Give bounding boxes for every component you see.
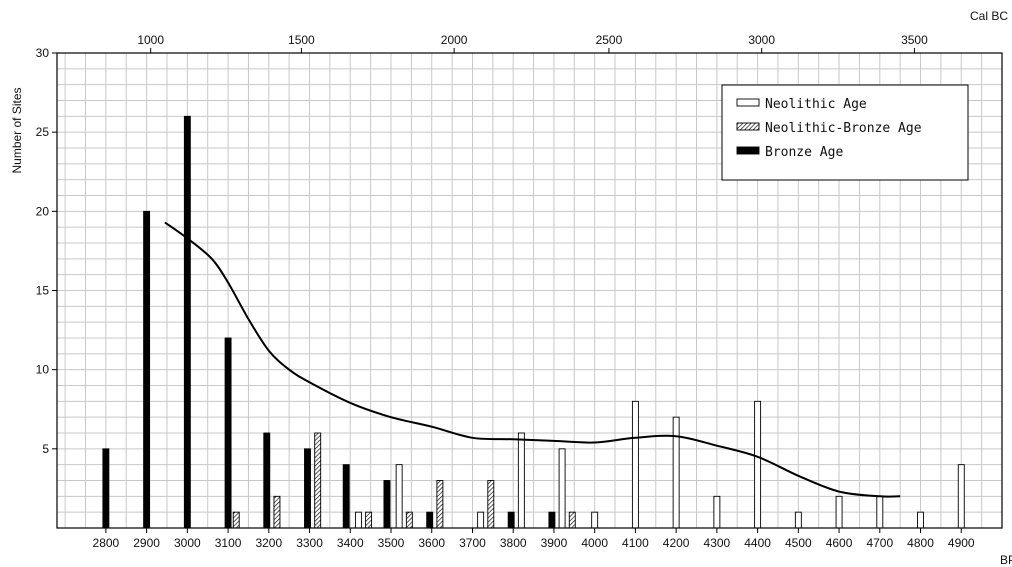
bar bbox=[224, 337, 232, 529]
bp-tick-label: 4200 bbox=[663, 536, 690, 550]
bar bbox=[143, 210, 151, 529]
bar bbox=[794, 511, 802, 529]
y-axis-title: Number of Sites bbox=[10, 87, 24, 173]
bp-axis-title: BP bbox=[1000, 553, 1012, 567]
bp-tick-label: 4800 bbox=[907, 536, 934, 550]
bar bbox=[436, 480, 444, 529]
bp-tick-label: 4100 bbox=[622, 536, 649, 550]
y-tick-label: 20 bbox=[36, 204, 50, 218]
calbc-axis-title: Cal BC bbox=[970, 9, 1008, 23]
bp-tick-label: 4600 bbox=[826, 536, 853, 550]
bp-tick-label: 3300 bbox=[296, 536, 323, 550]
bp-tick-label: 4900 bbox=[948, 536, 975, 550]
y-tick-label: 5 bbox=[42, 442, 49, 456]
bar bbox=[183, 115, 191, 529]
bar bbox=[713, 495, 721, 529]
trend-curve bbox=[164, 221, 901, 498]
bp-tick-label: 4700 bbox=[866, 536, 893, 550]
y-tick-label: 15 bbox=[36, 284, 50, 298]
legend-label-neolithic: Neolithic Age bbox=[765, 97, 867, 112]
bar bbox=[314, 432, 322, 529]
bar bbox=[558, 448, 566, 529]
calbc-tick-label: 3000 bbox=[748, 33, 775, 47]
calbc-tick-label: 1000 bbox=[137, 33, 164, 47]
bar bbox=[395, 464, 403, 529]
bp-tick-label: 4500 bbox=[785, 536, 812, 550]
bar bbox=[365, 511, 373, 529]
y-tick-label: 25 bbox=[36, 125, 50, 139]
bar bbox=[548, 511, 556, 529]
bp-tick-label: 3000 bbox=[174, 536, 201, 550]
bar bbox=[507, 511, 515, 529]
bp-tick-label: 4000 bbox=[581, 536, 608, 550]
legend-box bbox=[721, 84, 969, 181]
bp-tick-label: 3800 bbox=[500, 536, 527, 550]
bp-tick-label: 2800 bbox=[93, 536, 120, 550]
bar bbox=[568, 511, 576, 529]
axes: 5 10 15 20 25 30 2800 2900 3000 3100 3200 3300 3400 3… bbox=[36, 33, 975, 550]
trend-line bbox=[164, 221, 901, 498]
legend-swatch-neolithic bbox=[736, 98, 760, 107]
bp-tick-label: 3700 bbox=[459, 536, 486, 550]
legend-label-bronze: Bronze Age bbox=[765, 145, 843, 160]
bar bbox=[917, 511, 924, 529]
y-tick-label: 10 bbox=[36, 363, 50, 377]
legend: Neolithic Age Neolithic-Bronze Age Bronz… bbox=[721, 84, 969, 181]
bp-tick-label: 3200 bbox=[255, 536, 282, 550]
bp-tick-label: 3600 bbox=[418, 536, 445, 550]
bp-tick-label: 4400 bbox=[744, 536, 771, 550]
legend-label-neolithic-bronze: Neolithic-Bronze Age bbox=[765, 121, 922, 136]
calbc-tick-label: 3500 bbox=[901, 33, 928, 47]
bar bbox=[273, 495, 281, 529]
bp-tick-label: 3100 bbox=[215, 536, 242, 550]
bar bbox=[263, 432, 271, 529]
bp-tick-label: 3900 bbox=[541, 536, 568, 550]
bar bbox=[835, 495, 843, 529]
bar bbox=[487, 480, 495, 529]
calbc-tick-label: 2500 bbox=[596, 33, 623, 47]
bar bbox=[383, 480, 391, 529]
bar bbox=[754, 400, 762, 529]
bar bbox=[876, 495, 884, 529]
bar bbox=[342, 464, 350, 529]
bar bbox=[102, 448, 110, 529]
bp-tick-label: 3500 bbox=[378, 536, 405, 550]
legend-swatch-bronze bbox=[736, 146, 760, 155]
bar bbox=[477, 511, 485, 529]
legend-swatch-neolithic-bronze bbox=[736, 122, 760, 131]
bar bbox=[354, 511, 362, 529]
bar bbox=[517, 432, 525, 529]
bar bbox=[405, 511, 413, 529]
bar bbox=[631, 400, 639, 529]
calbc-tick-label: 1500 bbox=[288, 33, 315, 47]
bp-tick-label: 2900 bbox=[133, 536, 160, 550]
bar bbox=[672, 416, 680, 529]
bar bbox=[957, 464, 965, 529]
bar bbox=[232, 511, 240, 529]
bar bbox=[591, 511, 599, 529]
calbc-tick-label: 2000 bbox=[441, 33, 468, 47]
bar bbox=[304, 448, 311, 529]
y-tick-label: 30 bbox=[36, 46, 50, 60]
bp-tick-label: 4300 bbox=[704, 536, 731, 550]
bar bbox=[426, 511, 434, 529]
bp-tick-label: 3400 bbox=[337, 536, 364, 550]
